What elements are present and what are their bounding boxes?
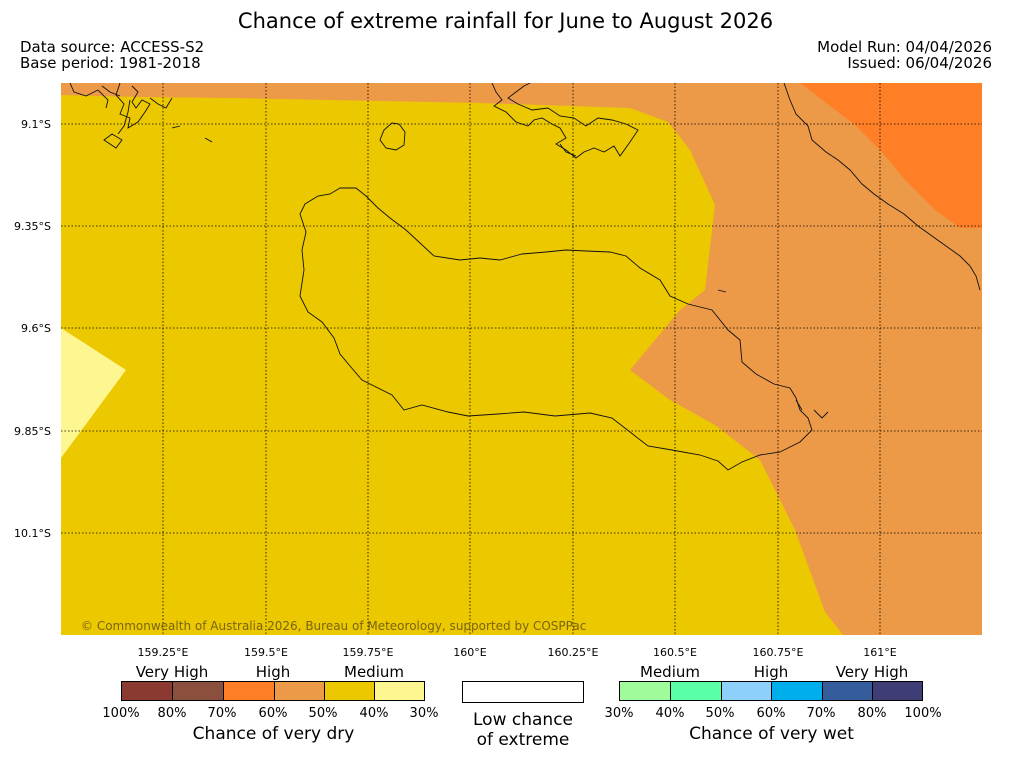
- dry-tick: 50%: [308, 706, 338, 721]
- dry-swatch-80-100: [121, 681, 173, 701]
- wet-swatch-40-50: [670, 681, 722, 701]
- coastlines: [69, 83, 981, 471]
- zone-high-dry: [61, 83, 982, 635]
- northern-coast: [491, 83, 639, 159]
- chart-title: Chance of extreme rainfall for June to A…: [237, 9, 774, 33]
- northwest-islands-coast: [69, 83, 213, 149]
- lon-label: 159.5°E: [244, 646, 288, 659]
- dry-header-high: High: [255, 663, 291, 681]
- issued-date: Issued: 06/04/2026: [847, 54, 992, 72]
- map-area: © Commonwealth of Australia 2026, Bureau…: [61, 83, 982, 635]
- dry-swatch-40-50: [324, 681, 375, 701]
- dry-tick: 80%: [157, 706, 187, 721]
- dry-tick: 30%: [409, 706, 439, 721]
- wet-tick: 50%: [705, 706, 735, 721]
- wet-tick: 80%: [857, 706, 887, 721]
- lon-label: 160°E: [453, 646, 486, 659]
- dry-tick: 40%: [359, 706, 389, 721]
- dry-header-very-high: Very High: [135, 663, 209, 681]
- copyright-text: © Commonwealth of Australia 2026, Bureau…: [81, 619, 586, 633]
- lat-label: 9.35°S: [14, 220, 51, 233]
- lon-label: 160.5°E: [653, 646, 697, 659]
- dry-legend-title: Chance of very dry: [192, 724, 355, 744]
- dry-header-medium: Medium: [344, 663, 404, 681]
- southeast-islets-coast: [717, 289, 829, 419]
- lon-label: 160.75°E: [753, 646, 804, 659]
- wet-swatch-70-80: [822, 681, 873, 701]
- meta-left: Data source: ACCESS-S2 Base period: 1981…: [20, 39, 204, 71]
- dry-tick: 100%: [102, 706, 140, 721]
- lon-label: 160.25°E: [548, 646, 599, 659]
- wet-swatch-30-40: [619, 681, 671, 701]
- dry-swatch-50-60: [274, 681, 325, 701]
- meta-right: Model Run: 04/04/2026 Issued: 06/04/2026: [817, 39, 992, 71]
- longitude-labels: 159.25°E 159.5°E 159.75°E 160°E 160.25°E…: [138, 646, 897, 659]
- lat-label: 10.1°S: [14, 527, 51, 540]
- low-chance-label: Low chance of extreme: [440, 710, 606, 750]
- eastern-coast: [559, 83, 981, 291]
- lat-label: 9.6°S: [21, 322, 51, 335]
- island-main-coast: [299, 187, 813, 471]
- lat-label: 9.85°S: [14, 425, 51, 438]
- dry-tick: 60%: [258, 706, 288, 721]
- wet-swatch-60-70: [771, 681, 823, 701]
- dry-tick: 70%: [207, 706, 237, 721]
- dry-swatch-60-70: [223, 681, 275, 701]
- latitude-labels: 9.1°S 9.35°S 9.6°S 9.85°S 10.1°S: [14, 118, 51, 540]
- wet-tick: 60%: [756, 706, 786, 721]
- lat-label: 9.1°S: [21, 118, 51, 131]
- dry-swatch-70-80: [172, 681, 224, 701]
- small-island-coast: [379, 122, 406, 151]
- lon-label: 159.25°E: [138, 646, 189, 659]
- model-run: Model Run: 04/04/2026: [817, 38, 992, 56]
- wet-tick: 70%: [806, 706, 836, 721]
- zone-high-dry-60: [800, 83, 982, 228]
- low-chance-line1: Low chance: [473, 710, 573, 730]
- base-period: Base period: 1981-2018: [20, 54, 201, 72]
- low-chance-line2: of extreme: [476, 730, 570, 750]
- wet-tick: 40%: [655, 706, 685, 721]
- wet-header-medium: Medium: [640, 663, 700, 681]
- wet-header-very-high: Very High: [835, 663, 909, 681]
- lon-label: 159.75°E: [343, 646, 394, 659]
- wet-swatch-80-100: [872, 681, 923, 701]
- data-source: Data source: ACCESS-S2: [20, 38, 205, 56]
- low-chance-swatch: [462, 681, 584, 703]
- wet-swatch-50-60: [721, 681, 772, 701]
- zone-medium-dry-30: [61, 328, 126, 458]
- wet-legend-title: Chance of very wet: [689, 724, 854, 744]
- graticule: [61, 83, 982, 635]
- wet-tick: 100%: [904, 706, 942, 721]
- dry-swatch-30-40: [374, 681, 425, 701]
- wet-header-high: High: [753, 663, 789, 681]
- lon-label: 161°E: [863, 646, 896, 659]
- wet-tick: 30%: [604, 706, 634, 721]
